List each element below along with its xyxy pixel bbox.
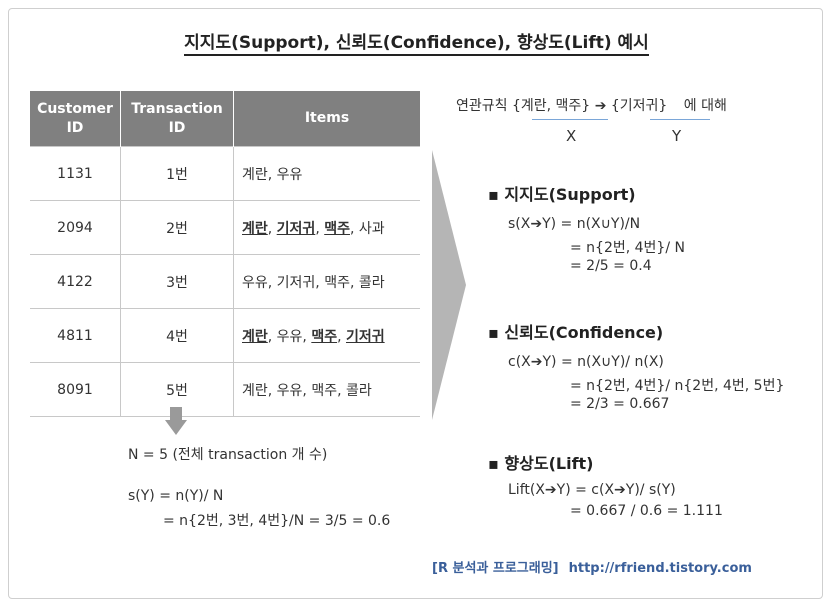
items-cell: 계란, 우유, 맥주, 콜라 (233, 362, 420, 417)
item-text: , (267, 220, 277, 237)
item-text: , (267, 166, 277, 183)
table-row: 1131 1번 계란, 우유 (30, 146, 420, 201)
table-row: 8091 5번 계란, 우유, 맥주, 콜라 (30, 362, 420, 417)
lift-line2: = 0.667 / 0.6 = 1.111 (570, 503, 723, 519)
highlighted-item: 기저귀 (276, 220, 316, 237)
sy-formula-line1: s(Y) = n(Y)/ N (128, 488, 224, 504)
y-label: Y (672, 127, 682, 145)
item-text: 우유 (276, 166, 303, 183)
table-row: 4811 4번 계란, 우유, 맥주, 기저귀 (30, 308, 420, 363)
lift-heading: ▪ 향상도(Lift) (488, 454, 594, 473)
support-heading: ▪ 지지도(Support) (488, 185, 636, 204)
footer-credit: [R 분석과 프로그래밍] http://rfriend.tistory.com (432, 557, 752, 576)
transaction-table: Customer ID Transaction ID Items 1131 1번 계란,… (30, 91, 420, 417)
item-text: 계란, 우유, 맥주, 콜라 (242, 382, 372, 399)
sy-formula-line2: = n{2번, 3번, 4번}/N = 3/5 = 0.6 (163, 513, 391, 529)
header-customer-id: Customer ID (30, 91, 121, 147)
n-total-line: N = 5 (전체 transaction 개 수) (128, 447, 328, 463)
rule-y-set: {기저귀} (610, 98, 668, 114)
items-cell: 우유, 기저귀, 맥주, 콜라 (233, 254, 420, 309)
items-cell: 계란, 우유 (233, 146, 420, 201)
item-text: 우유, 기저귀, 맥주, 콜라 (242, 274, 385, 291)
table-header-row: Customer ID Transaction ID Items (30, 91, 420, 147)
rule-x-set: {계란, 맥주} (511, 98, 591, 114)
figure-frame (8, 8, 823, 599)
item-text: , (337, 328, 346, 345)
confidence-line1: c(X➔Y) = n(X∪Y)/ n(X) (508, 354, 664, 370)
y-underline (650, 119, 710, 120)
customer-id-cell: 4122 (30, 254, 121, 309)
confidence-heading: ▪ 신뢰도(Confidence) (488, 323, 664, 342)
support-line3: = 2/5 = 0.4 (570, 258, 652, 274)
item-text: 계란 (242, 166, 268, 183)
customer-id-cell: 2094 (30, 200, 121, 255)
support-line1: s(X➔Y) = n(X∪Y)/N (508, 216, 641, 232)
item-text: , 우유, (267, 328, 312, 345)
table-row: 4122 3번 우유, 기저귀, 맥주, 콜라 (30, 254, 420, 309)
confidence-line3: = 2/3 = 0.667 (570, 396, 670, 412)
item-text: , 사과 (349, 220, 385, 237)
item-text: , (315, 220, 325, 237)
highlighted-item: 계란 (242, 328, 268, 345)
items-cell: 계란, 기저귀, 맥주, 사과 (233, 200, 420, 255)
x-underline (532, 119, 608, 120)
customer-id-cell: 1131 (30, 146, 121, 201)
x-label: X (566, 127, 577, 145)
lift-line1: Lift(X➔Y) = c(X➔Y)/ s(Y) (508, 482, 676, 498)
table-row: 2094 2번 계란, 기저귀, 맥주, 사과 (30, 200, 420, 255)
customer-id-cell: 8091 (30, 362, 121, 417)
rule-suffix: 에 대해 (683, 98, 727, 114)
support-line2: = n{2번, 4번}/ N (570, 240, 685, 256)
confidence-line2: = n{2번, 4번}/ n{2번, 4번, 5번} (570, 378, 785, 394)
rule-prefix: 연관규칙 (456, 98, 508, 114)
right-arrow-icon (432, 150, 466, 420)
header-transaction-id: Transaction ID (120, 91, 234, 147)
down-arrow-icon (165, 407, 187, 435)
transaction-id-cell: 3번 (120, 254, 234, 309)
transaction-id-cell: 4번 (120, 308, 234, 363)
customer-id-cell: 4811 (30, 308, 121, 363)
transaction-id-cell: 2번 (120, 200, 234, 255)
footer-url-link[interactable]: http://rfriend.tistory.com (568, 561, 752, 576)
highlighted-item: 계란 (242, 220, 268, 237)
highlighted-item: 기저귀 (346, 328, 385, 345)
rule-arrow: ➔ (594, 98, 607, 114)
items-cell: 계란, 우유, 맥주, 기저귀 (233, 308, 420, 363)
page-title: 지지도(Support), 신뢰도(Confidence), 향상도(Lift)… (0, 28, 833, 56)
highlighted-item: 맥주 (324, 220, 350, 237)
rule-line: 연관규칙 {계란, 맥주} ➔ {기저귀} 에 대해 (456, 95, 727, 115)
highlighted-item: 맥주 (311, 328, 338, 345)
header-items: Items (233, 91, 420, 147)
transaction-id-cell: 1번 (120, 146, 234, 201)
footer-label: [R 분석과 프로그래밍] (432, 561, 559, 576)
